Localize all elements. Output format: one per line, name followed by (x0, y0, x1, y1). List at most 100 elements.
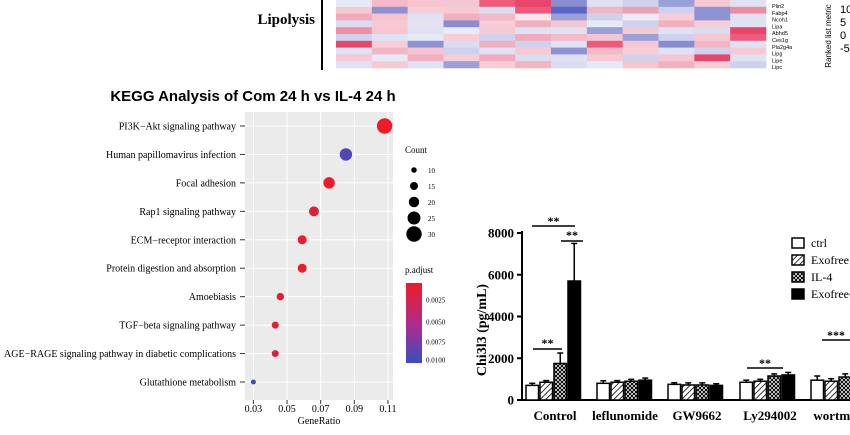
heatmap-cell (443, 61, 480, 69)
heatmap-cell (551, 47, 588, 55)
bar (539, 381, 554, 401)
heatmap-cell (443, 47, 480, 55)
kegg-point (297, 263, 307, 273)
heatmap-cell (622, 13, 659, 21)
bar (767, 375, 782, 401)
heatmap-cell (622, 40, 659, 48)
bar-legend-label: Exofree (811, 253, 849, 267)
bar-legend-label: IL-4 (811, 270, 832, 284)
heatmap-cell (443, 6, 480, 14)
heatmap-cell (658, 61, 695, 69)
bar-legend-swatch (791, 254, 805, 266)
heatmap-cell (694, 61, 731, 69)
heatmap-cell (515, 20, 552, 28)
heatmap-cell (622, 0, 659, 8)
p-adjust-tick-label: 0.0050 (426, 319, 446, 327)
kegg-pathway-label: PI3K−Akt signaling pathway (119, 122, 236, 133)
bar-category-label: Control (533, 408, 576, 423)
bar (596, 382, 611, 401)
heatmap-panel: Lipolysis Plin2Fabp4Ncoh1LipaAbhd5Ces1gP… (257, 0, 850, 71)
heatmap-cell (515, 6, 552, 14)
heatmap-side-tick: -5 (840, 43, 850, 55)
heatmap-cell (586, 40, 623, 48)
bar (610, 381, 625, 401)
heatmap-cell (586, 61, 623, 69)
heatmap-gene-label: Lipc (772, 65, 782, 71)
count-legend-dot (407, 211, 421, 225)
heatmap-gene-label: Lipe (772, 58, 782, 64)
kegg-pathway-label: Protein digestion and absorption (106, 264, 236, 275)
heatmap-cell (730, 47, 767, 55)
bar (638, 379, 653, 401)
heatmap-cell (336, 6, 373, 14)
heatmap-cell (658, 34, 695, 42)
heatmap-cell (479, 47, 516, 55)
significance-stars: ** (542, 336, 554, 350)
heatmap-cell (551, 20, 588, 28)
kegg-points (250, 118, 393, 385)
kegg-title: KEGG Analysis of Com 24 h vs IL-4 24 h (110, 88, 395, 105)
bar-legend-label: ctrl (811, 236, 828, 250)
heatmap-cell (586, 27, 623, 35)
heatmap-cell (730, 34, 767, 42)
kegg-pathway-label: Human papillomavirus infection (106, 150, 236, 161)
p-adjust-legend: p.adjust 0.0025 0.0050 0.0075 0.0100 (405, 265, 446, 365)
heatmap-cell (479, 13, 516, 21)
bar-marks (525, 242, 850, 401)
heatmap-cell (622, 20, 659, 28)
bar-category-label: GW9662 (672, 408, 721, 423)
kegg-x-tick-label: 0.03 (245, 404, 263, 415)
heatmap-cell (622, 47, 659, 55)
heatmap-side-axis-label: Ranked list metric (824, 4, 833, 68)
bar (667, 383, 682, 401)
heatmap-cell (443, 54, 480, 62)
kegg-point (308, 206, 319, 217)
bar-legend-label: Exofree- (811, 287, 850, 301)
bar (695, 384, 710, 401)
heatmap-cell (371, 0, 408, 8)
heatmap-group-label: Lipolysis (257, 12, 315, 28)
p-adjust-tick-label: 0.0025 (426, 297, 446, 305)
bar-category-label: wortma (813, 408, 850, 423)
heatmap-cell (407, 40, 444, 48)
bar-y-tick-label: 8000 (488, 226, 514, 241)
bar (567, 280, 582, 401)
bar-y-tick-label: 0 (508, 393, 515, 408)
heatmap-cell (622, 6, 659, 14)
heatmap-cell (407, 13, 444, 21)
heatmap-cell (371, 27, 408, 35)
heatmap-cell (551, 0, 588, 8)
heatmap-cell (658, 0, 695, 8)
heatmap-cell (479, 6, 516, 14)
heatmap-cell (586, 54, 623, 62)
count-legend: Count 10 15 20 25 30 (405, 145, 436, 242)
heatmap-cell (336, 20, 373, 28)
heatmap-cell (515, 47, 552, 55)
heatmap-cell (730, 0, 767, 8)
heatmap-cell (479, 27, 516, 35)
heatmap-cell (443, 40, 480, 48)
heatmap-cell (515, 34, 552, 42)
kegg-point (276, 292, 285, 301)
heatmap-cell (658, 54, 695, 62)
heatmap-cell (407, 34, 444, 42)
kegg-point (271, 321, 279, 329)
bar-legend: ctrl Exofree IL-4 Exofree- (791, 236, 850, 301)
bar (739, 381, 754, 401)
heatmap-cell (371, 47, 408, 55)
heatmap-cell (371, 61, 408, 69)
heatmap-cell (443, 20, 480, 28)
count-legend-label: 25 (428, 215, 436, 223)
heatmap-cell (658, 20, 695, 28)
heatmap-cell (371, 40, 408, 48)
bar (838, 376, 850, 401)
significance-markers: *********** (532, 214, 850, 370)
heatmap-gene-label: Fabp4 (772, 11, 788, 17)
bar-y-tick-label: 2000 (488, 351, 514, 366)
p-adjust-tick-label: 0.0100 (426, 357, 446, 365)
kegg-x-tick-label: 0.09 (346, 404, 364, 415)
bar-y-tick-label: 4000 (488, 309, 514, 324)
heatmap-side-tick: 10 (840, 4, 850, 16)
kegg-x-tick-label: 0.07 (312, 404, 330, 415)
